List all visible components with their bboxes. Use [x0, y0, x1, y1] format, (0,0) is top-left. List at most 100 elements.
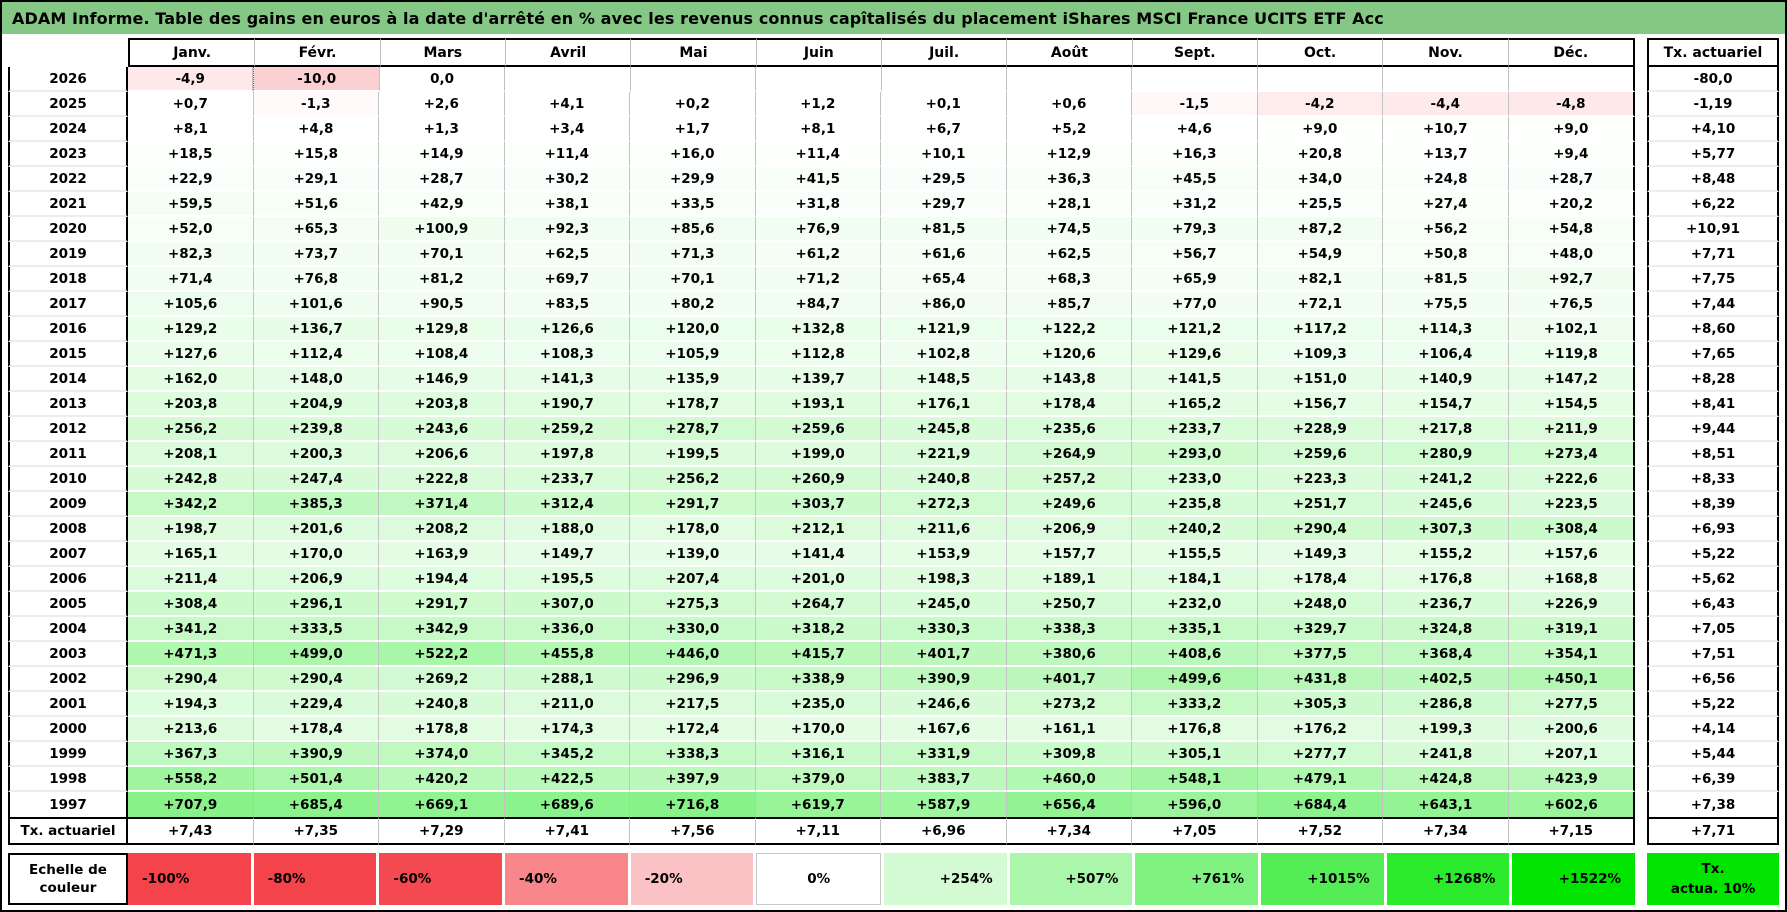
column-gap — [1635, 667, 1647, 692]
column-gap — [1635, 367, 1647, 392]
tx-actuariel-cell: +8,39 — [1647, 492, 1779, 517]
column-gap — [1635, 717, 1647, 742]
gain-cell: +76,8 — [253, 267, 379, 292]
year-label: 2024 — [8, 117, 128, 142]
gain-cell: +643,1 — [1383, 792, 1509, 817]
gain-cell: +684,4 — [1257, 792, 1383, 817]
gain-cell: +548,1 — [1132, 767, 1258, 792]
gain-cell: +1,7 — [630, 117, 756, 142]
gain-cell: +174,3 — [504, 717, 630, 742]
gain-cell: +390,9 — [253, 742, 379, 767]
footer-tx-cell: +6,96 — [881, 817, 1007, 845]
gain-cell: +9,0 — [1257, 117, 1383, 142]
gain-cell: +208,1 — [128, 442, 254, 467]
gain-cell: +379,0 — [755, 767, 881, 792]
gain-cell: +105,6 — [128, 292, 254, 317]
gain-cell: +402,5 — [1383, 667, 1509, 692]
month-header: Juin — [756, 38, 882, 67]
gain-cell: +161,1 — [1006, 717, 1132, 742]
gain-cell: +200,3 — [253, 442, 379, 467]
gain-cell: +120,0 — [630, 317, 756, 342]
column-gap — [1635, 242, 1647, 267]
table-row: 1998 +558,2 +501,4 +420,2 +422,5 +397,9 +379,0… — [8, 767, 1779, 792]
gain-cell: +342,9 — [379, 617, 505, 642]
gain-cell: +119,8 — [1508, 342, 1635, 367]
gain-cell: +194,4 — [379, 567, 505, 592]
legend-label: Echelle de couleur — [8, 853, 128, 905]
footer-tx-cell: +7,34 — [1006, 817, 1132, 845]
month-header: Nov. — [1383, 38, 1509, 67]
column-gap — [1635, 442, 1647, 467]
gain-cell: +460,0 — [1006, 767, 1132, 792]
gain-cell: +10,1 — [881, 142, 1007, 167]
gain-cell: +446,0 — [630, 642, 756, 667]
footer-tx-overall: +7,71 — [1647, 817, 1779, 845]
gain-cell: +228,9 — [1257, 417, 1383, 442]
year-label: 2003 — [8, 642, 128, 667]
gain-cell: +157,6 — [1508, 542, 1635, 567]
gain-cell: +596,0 — [1132, 792, 1258, 817]
tx-actuariel-cell: +5,22 — [1647, 692, 1779, 717]
gain-cell: +127,6 — [128, 342, 254, 367]
column-gap — [1635, 853, 1647, 905]
month-header: Févr. — [255, 38, 381, 67]
table-row: 2022 +22,9 +29,1 +28,7 +30,2 +29,9 +41,5 +29,5 +… — [8, 167, 1779, 192]
gain-cell: +85,6 — [630, 217, 756, 242]
gain-cell: +41,5 — [755, 167, 881, 192]
gain-cell: +331,9 — [881, 742, 1007, 767]
gain-cell: +178,4 — [253, 717, 379, 742]
header-row: Janv. Févr. Mars Avril Mai Juin Juil. Août Sept.… — [8, 38, 1779, 67]
gain-cell: +14,9 — [379, 142, 505, 167]
column-gap — [1635, 392, 1647, 417]
gain-cell: -4,8 — [1508, 92, 1635, 117]
footer-tx-cell: +7,15 — [1508, 817, 1635, 845]
gain-cell: +121,2 — [1132, 317, 1258, 342]
legend-swatch: +254% — [884, 853, 1007, 905]
gain-cell: +336,0 — [504, 617, 630, 642]
column-gap — [1635, 567, 1647, 592]
year-label: 2004 — [8, 617, 128, 642]
gain-cell: +471,3 — [128, 642, 254, 667]
gain-cell: +307,0 — [504, 592, 630, 617]
legend-swatch: +1015% — [1261, 853, 1384, 905]
year-label: 2021 — [8, 192, 128, 217]
column-gap — [1635, 38, 1647, 67]
gain-cell: +136,7 — [253, 317, 379, 342]
gain-cell: +121,9 — [881, 317, 1007, 342]
table-row: 2009 +342,2 +385,3 +371,4 +312,4 +291,7 +303,7… — [8, 492, 1779, 517]
gain-cell: +259,6 — [1257, 442, 1383, 467]
gain-cell: +56,2 — [1383, 217, 1509, 242]
gain-cell: +76,9 — [755, 217, 881, 242]
gain-cell: +316,1 — [755, 742, 881, 767]
column-gap — [1635, 167, 1647, 192]
gain-cell: +501,4 — [253, 767, 379, 792]
gain-cell — [1006, 67, 1133, 92]
year-label: 2016 — [8, 317, 128, 342]
gain-cell: +259,6 — [755, 417, 881, 442]
gain-cell: +28,7 — [1508, 167, 1635, 192]
gain-cell: +0,6 — [1006, 92, 1132, 117]
gain-cell: +240,8 — [379, 692, 505, 717]
tx-actuariel-cell: +8,48 — [1647, 167, 1779, 192]
tx-actuariel-cell: -80,0 — [1647, 67, 1780, 92]
gain-cell: +239,8 — [253, 417, 379, 442]
gain-cell: +70,1 — [379, 242, 505, 267]
report-title-bar: ADAM Informe. Table des gains en euros à… — [2, 2, 1785, 34]
table-row: 1999 +367,3 +390,9 +374,0 +345,2 +338,3 +316,1… — [8, 742, 1779, 767]
gain-cell: +20,8 — [1257, 142, 1383, 167]
gain-cell: +558,2 — [128, 767, 254, 792]
gain-cell: +223,3 — [1257, 467, 1383, 492]
column-gap — [1635, 217, 1647, 242]
year-label: 2002 — [8, 667, 128, 692]
gain-cell: +170,0 — [253, 542, 379, 567]
gain-cell: +619,7 — [755, 792, 881, 817]
gain-cell: +101,6 — [253, 292, 379, 317]
gain-cell: +240,2 — [1132, 517, 1258, 542]
gain-cell: +249,6 — [1006, 492, 1132, 517]
gain-cell: -1,3 — [253, 92, 379, 117]
gain-cell: +12,9 — [1006, 142, 1132, 167]
gain-cell: +251,7 — [1257, 492, 1383, 517]
gain-cell: +198,7 — [128, 517, 254, 542]
gain-cell: +200,6 — [1508, 717, 1635, 742]
footer-tx-cell: +7,52 — [1257, 817, 1383, 845]
